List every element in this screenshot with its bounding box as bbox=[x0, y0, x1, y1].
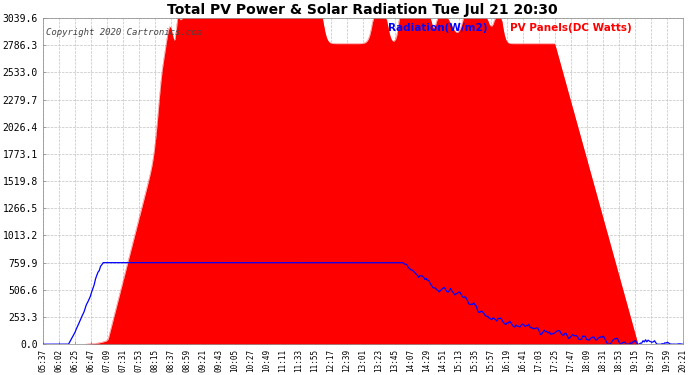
Text: Radiation(W/m2): Radiation(W/m2) bbox=[388, 23, 488, 33]
Text: Copyright 2020 Cartronics.com: Copyright 2020 Cartronics.com bbox=[46, 28, 202, 37]
Title: Total PV Power & Solar Radiation Tue Jul 21 20:30: Total PV Power & Solar Radiation Tue Jul… bbox=[168, 3, 558, 17]
Text: PV Panels(DC Watts): PV Panels(DC Watts) bbox=[510, 23, 632, 33]
